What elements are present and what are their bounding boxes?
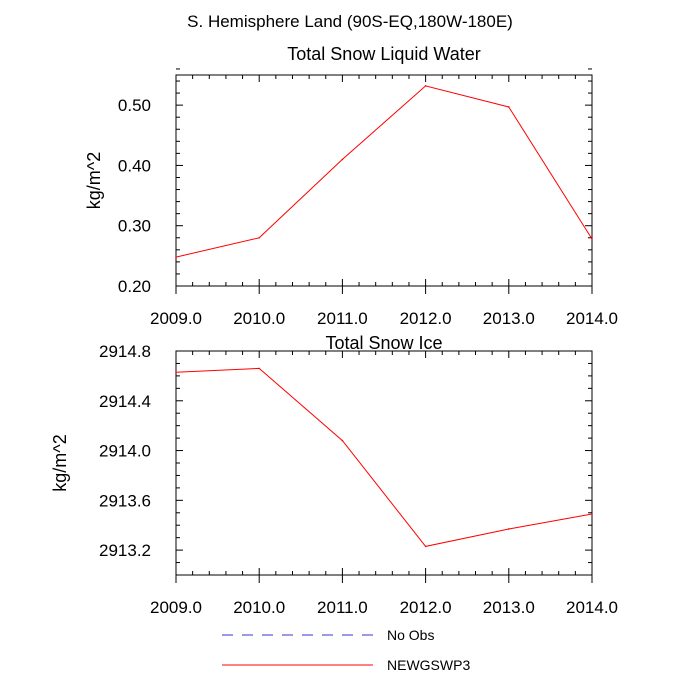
x-tick-label-lw: 2014.0 (566, 309, 618, 328)
x-tick-label-lw: 2009.0 (150, 309, 202, 328)
y-tick-label-lw: 0.50 (118, 96, 151, 115)
x-tick-label-lw: 2011.0 (317, 309, 368, 328)
data-point-ice (508, 528, 510, 530)
legend-label-newgswp3: NEWGSWP3 (387, 657, 470, 673)
plot-frame-lw (175, 74, 593, 287)
y-tick-label-lw: 0.40 (118, 156, 151, 175)
plot-title-ice: Total Snow Ice (325, 333, 442, 353)
data-point-lw (341, 158, 344, 161)
data-point-ice (175, 371, 177, 373)
data-point-lw (591, 238, 593, 240)
y-tick-label-lw: 0.20 (118, 277, 151, 296)
x-tick-label-ice: 2009.0 (150, 598, 202, 617)
x-tick-label-ice: 2013.0 (483, 598, 535, 617)
plot-total-snow-ice: Total Snow Ice 2913.2 2913.6 2914.0 2914.4 29… (50, 333, 618, 617)
y-tick-label-ice: 2914.0 (99, 442, 151, 461)
plot-frame-ice (175, 350, 593, 576)
plot-title-lw: Total Snow Liquid Water (287, 44, 480, 64)
plot-total-snow-liquid-water: Total Snow Liquid Water 0.20 0.30 0.40 0.50 2… (84, 44, 618, 328)
x-tick-label-ice: 2014.0 (566, 598, 618, 617)
y-tick-label-ice: 2914.4 (99, 392, 151, 411)
y-axis-label-lw: kg/m^2 (84, 152, 104, 209)
data-point-lw (508, 106, 510, 108)
x-tick-label-ice: 2010.0 (233, 598, 285, 617)
legend-label-no-obs: No Obs (387, 627, 434, 643)
legend: No Obs NEWGSWP3 (222, 627, 470, 673)
x-tick-label-lw: 2012.0 (400, 309, 452, 328)
y-tick-label-ice: 2913.6 (99, 491, 151, 510)
y-tick-label-ice: 2913.2 (99, 541, 151, 560)
x-tick-label-lw: 2010.0 (233, 309, 285, 328)
x-tick-label-ice: 2011.0 (317, 598, 368, 617)
figure-suptitle: S. Hemisphere Land (90S-EQ,180W-180E) (187, 12, 513, 31)
y-tick-label-ice: 2914.8 (99, 342, 151, 361)
data-point-ice (424, 545, 427, 548)
data-point-lw (175, 256, 177, 258)
series-line-ice (175, 367, 593, 547)
y-axis-label-ice: kg/m^2 (50, 434, 70, 491)
y-tick-label-lw: 0.30 (118, 217, 151, 236)
data-point-ice (258, 367, 261, 370)
x-tick-label-lw: 2013.0 (483, 309, 535, 328)
data-point-lw (258, 236, 261, 239)
data-point-ice (591, 513, 593, 515)
data-point-ice (341, 439, 344, 442)
series-line-lw (175, 85, 593, 258)
x-tick-label-ice: 2012.0 (400, 598, 452, 617)
data-point-lw (424, 85, 427, 87)
